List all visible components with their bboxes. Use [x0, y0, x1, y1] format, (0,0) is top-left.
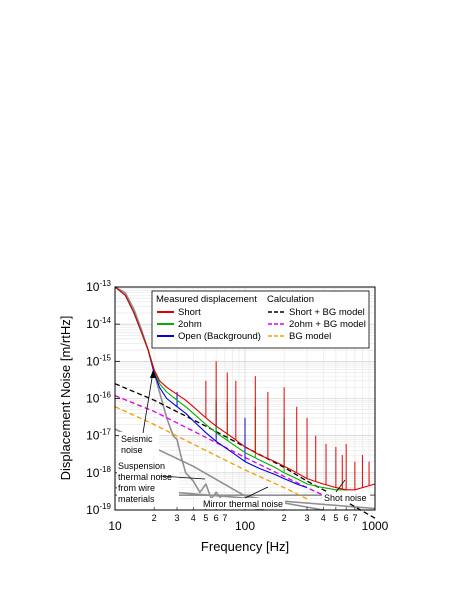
- x-minor-tick-label: 7: [222, 513, 227, 523]
- x-minor-tick-label: 3: [175, 513, 180, 523]
- annotation-shot: Shot noise: [324, 493, 367, 503]
- x-tick-label: 100: [235, 519, 255, 533]
- annotation-suspension-2: thermal noise: [118, 472, 172, 482]
- annotation-suspension-1: Suspension: [118, 461, 165, 471]
- annotations: Seismic noise Suspension thermal noise f…: [117, 370, 370, 509]
- y-tick-label: 10-19: [86, 502, 111, 517]
- annotation-mirror-arrow: [244, 486, 269, 499]
- annotation-seismic-bg: [119, 432, 159, 456]
- series-short: [114, 286, 376, 491]
- annotation-seismic-1: Seismic: [121, 434, 153, 444]
- x-minor-tick-label: 7: [352, 513, 357, 523]
- legend-label-2ohm-bg: 2ohm + BG model: [289, 319, 366, 330]
- x-minor-tick-label: 6: [214, 513, 219, 523]
- annotation-mirror: Mirror thermal noise: [203, 499, 283, 509]
- legend: Measured displacement Calculation Short …: [151, 290, 370, 349]
- y-tick-label: 10-13: [86, 279, 111, 294]
- annotation-suspension-bg: [117, 460, 179, 504]
- annotation-suspension-4: materials: [118, 494, 155, 504]
- annotation-suspension-arrow: [159, 475, 206, 480]
- annotation-mirror-bg: [201, 498, 285, 509]
- x-minor-tick-label: 6: [344, 513, 349, 523]
- x-minor-tick-label: 5: [203, 513, 208, 523]
- x-minor-tick-label: 2: [282, 513, 287, 523]
- y-axis-label: Displacement Noise [m/rtHz]: [58, 316, 73, 481]
- legend-label-open: Open (Background): [178, 331, 261, 342]
- annotation-seismic-2: noise: [121, 445, 143, 455]
- y-tick-label: 10-18: [86, 465, 111, 480]
- legend-label-bg-model: BG model: [289, 331, 331, 342]
- y-tick-label: 10-16: [86, 391, 111, 406]
- annotation-shot-bg: [322, 492, 370, 503]
- legend-measured-title: Measured displacement: [156, 294, 257, 305]
- legend-label-short-bg: Short + BG model: [289, 307, 365, 318]
- y-tick-label: 10-17: [86, 428, 111, 443]
- annotation-seismic-arrowhead: [150, 370, 156, 378]
- x-axis-label: Frequency [Hz]: [201, 539, 289, 554]
- x-tick-label: 1000: [362, 519, 389, 533]
- y-tick-label: 10-15: [86, 353, 111, 368]
- annotation-shot-arrow: [335, 479, 346, 493]
- legend-label-short: Short: [178, 307, 201, 318]
- x-minor-tick-label: 3: [305, 513, 310, 523]
- legend-box: [151, 290, 370, 349]
- series-bg-model: [114, 406, 308, 500]
- x-minor-tick-label: 4: [191, 513, 196, 523]
- legend-calc-title: Calculation: [267, 294, 314, 305]
- annotation-suspension-3: from wire: [118, 483, 155, 493]
- y-tick-label: 10-14: [86, 316, 111, 331]
- x-minor-tick-label: 4: [321, 513, 326, 523]
- x-tick-label: 10: [108, 519, 122, 533]
- legend-label-2ohm: 2ohm: [178, 319, 202, 330]
- x-minor-tick-label: 2: [152, 513, 157, 523]
- annotation-seismic-arrow: [142, 371, 154, 434]
- x-minor-tick-label: 5: [333, 513, 338, 523]
